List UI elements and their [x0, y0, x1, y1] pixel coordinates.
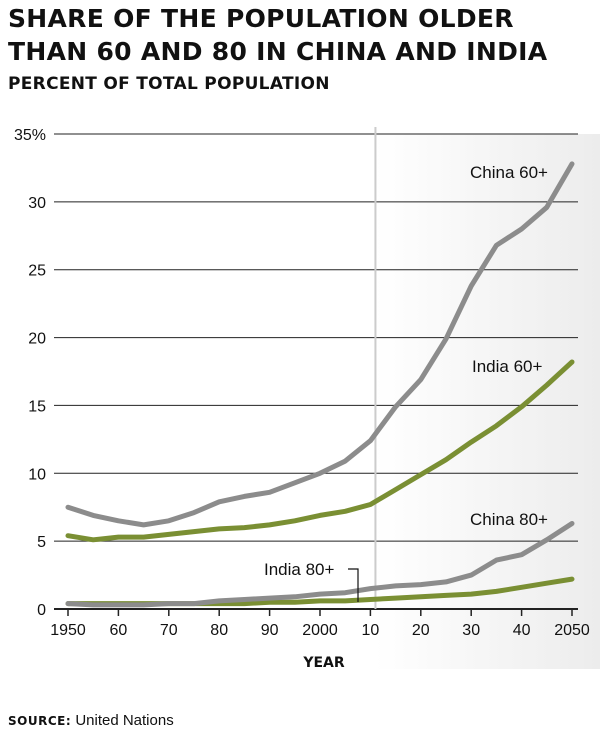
x-tick-label: 70: [160, 622, 178, 639]
line-chart: 0 5 10 15 20 25 30 35% 1950 60 70 80 90 2000 10 20 30 40 2…: [14, 127, 600, 671]
x-tick-label: 90: [261, 622, 279, 639]
y-tick-label: 30: [28, 195, 46, 212]
source-text: United Nations: [75, 712, 174, 729]
y-tick-label: 35%: [14, 127, 46, 144]
x-tick-label: 60: [110, 622, 128, 639]
x-tick-label: 40: [513, 622, 531, 639]
chart-title: SHARE OF THE POPULATION OLDER THAN 60 AN…: [8, 4, 548, 66]
y-tick-label: 20: [28, 331, 46, 348]
x-tick-label: 10: [362, 622, 380, 639]
series-label-india-60: India 60+: [472, 357, 542, 376]
x-tick-label: 1950: [50, 622, 86, 639]
y-tick-label: 5: [37, 534, 46, 551]
series-line-india-60: [65, 359, 575, 543]
series-label-china-80: China 80+: [470, 510, 548, 529]
chart-subtitle: PERCENT OF TOTAL POPULATION: [8, 74, 330, 94]
series-line-china-60: [65, 161, 575, 528]
series-label-india-80: India 80+: [264, 560, 334, 579]
y-tick-label: 15: [28, 398, 46, 415]
source-label: SOURCE:: [8, 714, 72, 728]
series-lines: [65, 161, 575, 608]
axes: 0 5 10 15 20 25 30 35% 1950 60 70 80 90 2000 10 20 30 40 2…: [14, 127, 590, 639]
x-tick-label: 2000: [302, 622, 338, 639]
projection-shade: [375, 134, 600, 669]
x-axis-label: YEAR: [302, 655, 345, 671]
y-tick-label: 25: [28, 263, 46, 280]
y-tick-label: 10: [28, 466, 46, 483]
x-tick-label: 2050: [554, 622, 590, 639]
x-tick-label: 30: [462, 622, 480, 639]
series-label-china-60: China 60+: [470, 163, 548, 182]
x-tick-label: 20: [412, 622, 430, 639]
x-tick-label: 80: [210, 622, 228, 639]
source-note: SOURCE: United Nations: [8, 712, 174, 729]
india-80-leader-line: [348, 568, 359, 602]
series-labels: China 60+ India 60+ China 80+ India 80+: [264, 163, 548, 602]
series-line-china-80: [65, 521, 575, 608]
y-tick-label: 0: [37, 602, 46, 619]
